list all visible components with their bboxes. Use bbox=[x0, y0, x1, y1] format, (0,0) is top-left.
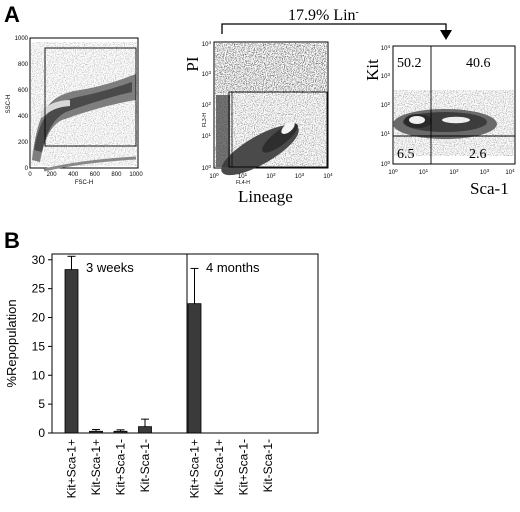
category-label: Kit-Sca-1+ bbox=[89, 439, 103, 495]
svg-text:100: 100 bbox=[388, 168, 398, 177]
plot3-xticks: 100 101 102 103 104 bbox=[388, 168, 515, 177]
svg-text:1000: 1000 bbox=[129, 172, 143, 178]
y-tick-label: 30 bbox=[32, 253, 46, 267]
bar bbox=[113, 430, 128, 434]
svg-text:104: 104 bbox=[323, 172, 333, 181]
y-tick-label: 20 bbox=[32, 311, 46, 325]
svg-text:101: 101 bbox=[381, 130, 391, 139]
group-label: 3 weeks bbox=[86, 260, 134, 275]
svg-text:200: 200 bbox=[18, 140, 29, 146]
quadrant-kit-pos-sca-neg: 50.2 bbox=[397, 56, 422, 71]
svg-text:102: 102 bbox=[202, 101, 212, 110]
svg-text:100: 100 bbox=[209, 172, 219, 181]
plot-frame bbox=[51, 253, 319, 434]
category-label: Kit-Sca-1- bbox=[261, 439, 275, 492]
svg-text:100: 100 bbox=[381, 160, 391, 169]
plot2-xlabel-small: FL4-H bbox=[236, 180, 250, 186]
y-tick-label: 10 bbox=[32, 368, 46, 382]
y-axis-label: %Repopulation bbox=[4, 299, 19, 387]
y-tick-label: 5 bbox=[38, 397, 45, 411]
plot2-xlabel: Lineage bbox=[238, 187, 293, 206]
category-label: Kit+Sca-1+ bbox=[65, 439, 79, 498]
quadrant-kit-neg-sca-neg: 6.5 bbox=[397, 147, 415, 162]
gate-percent-label: 17.9% Lin- bbox=[288, 7, 359, 25]
scatter-plot-fsc-ssc: 0 200 400 600 800 1000 0 200 400 600 800… bbox=[6, 36, 143, 186]
bar bbox=[138, 426, 152, 434]
svg-text:101: 101 bbox=[202, 132, 212, 141]
plot1-ylabel: SSC-H bbox=[6, 95, 12, 114]
svg-text:200: 200 bbox=[47, 172, 58, 178]
svg-text:1000: 1000 bbox=[15, 36, 29, 42]
svg-text:800: 800 bbox=[18, 62, 29, 68]
plot3-xlabel: Sca-1 bbox=[470, 179, 509, 198]
svg-text:102: 102 bbox=[449, 168, 459, 177]
svg-text:103: 103 bbox=[381, 72, 391, 81]
panel-b-letter: B bbox=[4, 228, 20, 253]
category-label: Kit-Sca-1+ bbox=[212, 439, 226, 495]
lineage-pi-events bbox=[215, 43, 327, 176]
svg-text:0: 0 bbox=[25, 166, 29, 172]
plot1-xticks: 0 200 400 600 800 1000 bbox=[28, 172, 143, 178]
lineage-gate-arrow bbox=[221, 23, 452, 40]
panel-a-letter: A bbox=[4, 2, 20, 27]
sca1-kit-events bbox=[393, 90, 514, 156]
svg-text:102: 102 bbox=[266, 172, 276, 181]
y-tick-label: 25 bbox=[32, 282, 46, 296]
y-tick-label: 0 bbox=[38, 426, 45, 440]
plot3-yticks: 100 101 102 103 104 bbox=[381, 44, 391, 169]
quadrant-kit-neg-sca-pos: 2.6 bbox=[469, 147, 487, 162]
svg-text:101: 101 bbox=[419, 168, 429, 177]
bar bbox=[187, 303, 202, 434]
svg-text:400: 400 bbox=[68, 172, 79, 178]
group-label: 4 months bbox=[206, 260, 260, 275]
bar bbox=[89, 430, 103, 434]
category-label: Kit-Sca-1- bbox=[138, 439, 152, 492]
svg-text:800: 800 bbox=[111, 172, 122, 178]
quadrant-kit-pos-sca-pos: 40.6 bbox=[466, 56, 491, 71]
svg-text:103: 103 bbox=[480, 168, 490, 177]
svg-text:103: 103 bbox=[295, 172, 305, 181]
plot2-xticks: 100 101 102 103 104 bbox=[209, 172, 333, 181]
plot1-yticks: 0 200 400 600 800 1000 bbox=[15, 36, 29, 172]
svg-text:101: 101 bbox=[238, 172, 248, 181]
plot2-ylabel-small: FL3-H bbox=[202, 113, 208, 127]
svg-text:0: 0 bbox=[28, 172, 32, 178]
svg-text:104: 104 bbox=[381, 44, 391, 53]
svg-text:104: 104 bbox=[202, 40, 212, 49]
fsc-ssc-gate bbox=[44, 47, 137, 147]
scatter-plot-sca1-kit: 50.2 40.6 6.5 2.6 100 101 102 103 104 10… bbox=[363, 44, 516, 198]
svg-text:600: 600 bbox=[90, 172, 101, 178]
y-tick-label: 15 bbox=[32, 339, 46, 353]
bar bbox=[64, 269, 79, 434]
lin-negative-gate bbox=[228, 91, 328, 168]
plot2-ylabel: PI bbox=[183, 56, 202, 71]
repopulation-bar-chart: 0 5 10 15 20 25 30 %Repopulation 3 weeks Kit+Sca-… bbox=[4, 253, 319, 498]
category-label: Kit+Sca-1- bbox=[114, 439, 128, 495]
scatter-plot-lineage-pi: 100 101 102 103 104 100 101 102 103 104 … bbox=[183, 40, 333, 207]
category-label: Kit+Sca-1- bbox=[237, 439, 251, 495]
plot3-ylabel: Kit bbox=[363, 59, 382, 81]
svg-text:100: 100 bbox=[202, 164, 212, 173]
svg-text:103: 103 bbox=[202, 70, 212, 79]
fsc-ssc-events bbox=[31, 42, 137, 172]
plot1-xlabel: FSC-H bbox=[75, 180, 93, 186]
svg-text:104: 104 bbox=[505, 168, 515, 177]
plot2-yticks: 100 101 102 103 104 bbox=[202, 40, 212, 173]
svg-text:102: 102 bbox=[381, 101, 391, 110]
svg-text:400: 400 bbox=[18, 114, 29, 120]
category-label: Kit+Sca-1+ bbox=[188, 439, 202, 498]
panel-a-flow-plots: 17.9% Lin- 0 200 400 600 800 1000 0 200 … bbox=[6, 7, 516, 207]
svg-text:600: 600 bbox=[18, 88, 29, 94]
